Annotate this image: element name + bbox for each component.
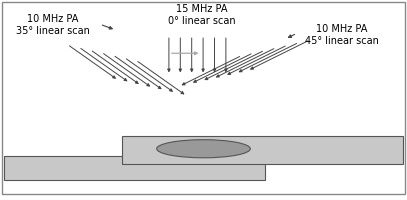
Bar — [122, 136, 403, 164]
Bar — [4, 156, 265, 180]
Text: 10 MHz PA
35° linear scan: 10 MHz PA 35° linear scan — [16, 14, 90, 35]
Text: 10 MHz PA
45° linear scan: 10 MHz PA 45° linear scan — [305, 24, 379, 45]
Ellipse shape — [157, 140, 250, 158]
Text: 15 MHz PA
0° linear scan: 15 MHz PA 0° linear scan — [168, 4, 235, 25]
